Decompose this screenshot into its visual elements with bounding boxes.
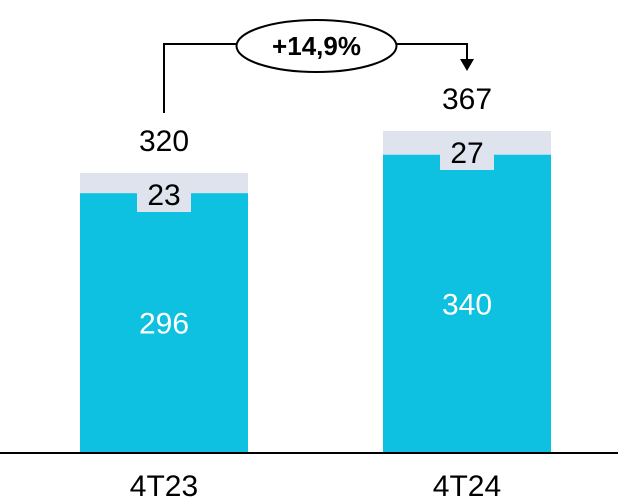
segment-label-4t23-1: 23	[147, 179, 180, 212]
segment-label-4t24-1: 27	[450, 137, 483, 170]
segment-label-bg-4t23-1	[137, 175, 191, 212]
bar-segment-4t23-0	[80, 193, 248, 452]
growth-annotation-ellipse	[235, 19, 398, 73]
total-label-4t23: 320	[139, 125, 189, 158]
growth-annotation: +14,9%	[163, 19, 474, 113]
category-label-4t24: 4T24	[433, 470, 501, 501]
labels-layer: 296 23 320 4T23 340 27 367 4T24	[130, 83, 501, 501]
total-label-4t24: 367	[442, 83, 492, 116]
segment-label-bg-4t24-1	[440, 134, 494, 170]
bars-layer	[80, 131, 551, 453]
growth-annotation-text: +14,9%	[272, 31, 361, 61]
arrow-down-icon	[460, 59, 474, 71]
bar-segment-4t24-0	[383, 154, 551, 453]
category-label-4t23: 4T23	[130, 470, 198, 501]
segment-label-4t23-0: 296	[139, 308, 189, 341]
segment-label-4t24-0: 340	[442, 288, 492, 321]
